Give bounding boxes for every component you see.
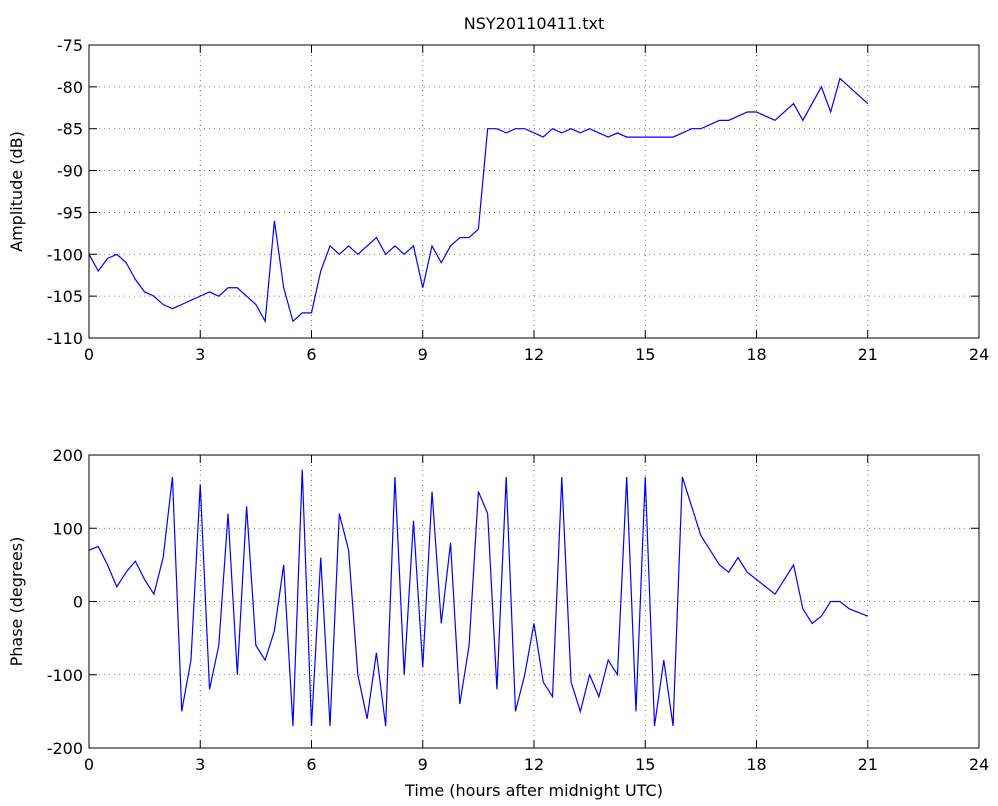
y-tick-label: -80 [57,78,83,97]
y-tick-label: 100 [52,519,83,538]
y-tick-label: 0 [73,593,83,612]
y-tick-label: -90 [57,162,83,181]
y-tick-label: -105 [47,287,83,306]
x-tick-label: 21 [858,345,878,364]
data-line [88,77,869,324]
axes-box [88,454,980,749]
x-tick-label: 15 [635,345,655,364]
x-tick-label: 18 [746,755,766,774]
x-tick-label: 24 [969,755,989,774]
x-tick-label: 12 [524,755,544,774]
x-tick-label: 6 [306,755,316,774]
chart-title: NSY20110411.txt [464,14,604,33]
y-tick-label: -200 [47,739,83,758]
x-tick-label: 12 [524,345,544,364]
y-tick-label: -110 [47,329,83,348]
x-axis-label: Time (hours after midnight UTC) [404,781,663,800]
x-tick-label: 3 [195,755,205,774]
x-tick-label: 0 [84,345,94,364]
data-line [88,469,868,727]
x-tick-label: 9 [418,755,428,774]
y-axis-label: Phase (degrees) [7,537,26,667]
x-tick-label: 21 [858,755,878,774]
x-tick-label: 24 [969,345,989,364]
x-tick-label: 9 [418,345,428,364]
y-tick-label: -95 [57,203,83,222]
y-tick-label: -85 [57,120,83,139]
x-tick-label: 18 [746,345,766,364]
x-tick-label: 3 [195,345,205,364]
y-axis-label: Amplitude (dB) [7,131,26,252]
x-tick-label: 0 [84,755,94,774]
x-tick-label: 15 [635,755,655,774]
y-tick-label: -100 [47,666,83,685]
y-tick-label: -75 [57,36,83,55]
y-tick-label: 200 [52,446,83,465]
axes-box [88,44,980,339]
y-tick-label: -100 [47,245,83,264]
x-tick-label: 6 [306,345,316,364]
